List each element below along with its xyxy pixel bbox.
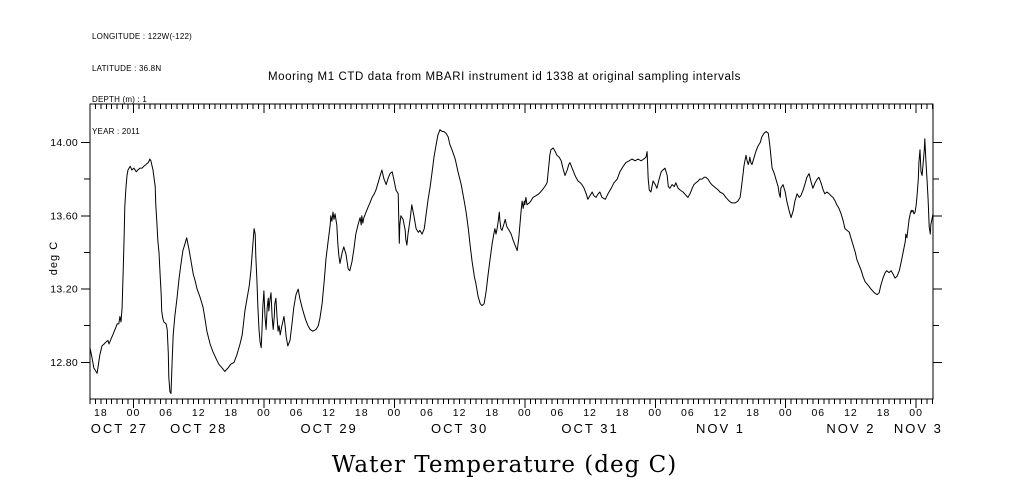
x-hour-label: 06 — [811, 407, 825, 419]
x-date-label: OCT 29 — [301, 421, 358, 436]
temperature-line — [89, 129, 934, 394]
metadata-block: LONGITUDE : 122W(-122) LATITUDE : 36.8N … — [92, 11, 192, 158]
metadata-depth: DEPTH (m) : 1 — [92, 95, 148, 104]
x-hour-label: 12 — [322, 407, 336, 419]
x-date-label: OCT 30 — [431, 421, 488, 436]
x-date-label: OCT 31 — [561, 421, 618, 436]
x-hour-label: 00 — [257, 407, 271, 419]
x-hour-label: 00 — [909, 407, 923, 419]
x-date-label: NOV 2 — [826, 421, 875, 436]
x-hour-label: 18 — [616, 407, 630, 419]
y-tick-label: 13.60 — [50, 210, 78, 222]
x-hour-label: 12 — [453, 407, 467, 419]
x-hour-label: 06 — [551, 407, 565, 419]
x-hour-label: 06 — [290, 407, 304, 419]
plot-title: Mooring M1 CTD data from MBARI instrumen… — [267, 71, 742, 83]
x-hour-label: 00 — [518, 407, 532, 419]
metadata-longitude: LONGITUDE : 122W(-122) — [92, 32, 192, 41]
y-tick-label: 14.00 — [50, 137, 78, 149]
x-hour-label: 00 — [127, 407, 141, 419]
x-hour-label: 00 — [648, 407, 662, 419]
x-hour-label: 18 — [355, 407, 369, 419]
x-hour-label: 12 — [192, 407, 206, 419]
x-hour-label: 18 — [94, 407, 108, 419]
x-date-label: OCT 28 — [170, 421, 227, 436]
x-hour-label: 00 — [779, 407, 793, 419]
x-hour-label: 18 — [485, 407, 499, 419]
x-hour-label: 00 — [388, 407, 402, 419]
x-hour-label: 18 — [877, 407, 891, 419]
x-date-label: NOV 1 — [696, 421, 745, 436]
x-hour-label: 06 — [159, 407, 173, 419]
x-hour-label: 12 — [714, 407, 728, 419]
x-date-label: OCT 27 — [91, 421, 148, 436]
x-hour-label: 12 — [844, 407, 858, 419]
x-date-label: NOV 3 — [894, 421, 943, 436]
x-hour-label: 12 — [583, 407, 597, 419]
x-hour-label: 18 — [224, 407, 238, 419]
plot-frame — [89, 103, 934, 400]
y-tick-label: 12.80 — [50, 357, 78, 369]
metadata-year: YEAR : 2011 — [92, 126, 140, 136]
figure-caption: Water Temperature (deg C) — [331, 452, 678, 478]
x-hour-label: 06 — [681, 407, 695, 419]
y-tick-label: 13.20 — [50, 284, 78, 296]
metadata-latitude: LATITUDE : 36.8N — [92, 63, 162, 73]
x-hour-label: 06 — [420, 407, 434, 419]
x-hour-label: 18 — [746, 407, 760, 419]
